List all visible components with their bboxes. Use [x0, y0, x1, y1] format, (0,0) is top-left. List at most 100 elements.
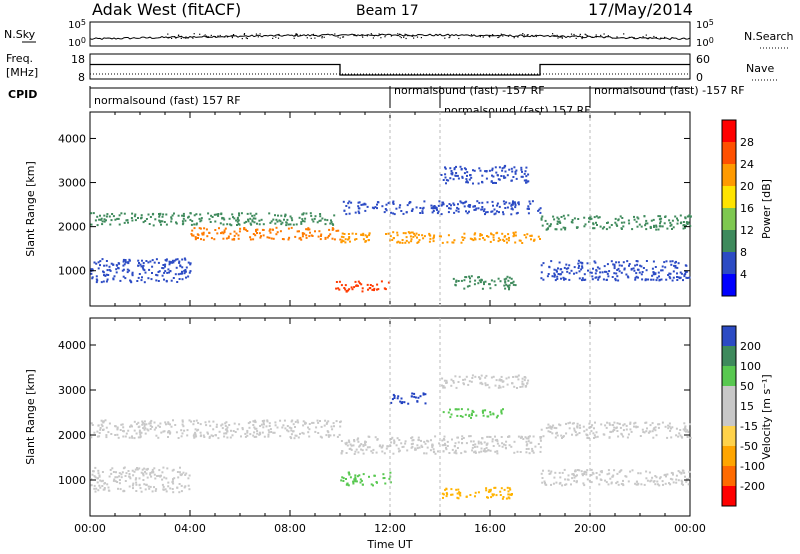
velocity-scatter-cell — [354, 450, 357, 453]
power-scatter-cell — [251, 220, 254, 223]
velocity-scatter-cell — [454, 375, 457, 378]
velocity-scatter-cell — [193, 433, 196, 436]
velocity-scatter-cell — [142, 479, 145, 481]
power-scatter-cell — [432, 237, 435, 240]
power-scatter-cell — [90, 223, 93, 226]
noise-search-point — [272, 37, 274, 39]
velocity-scatter-cell — [471, 414, 473, 417]
velocity-scatter-cell — [465, 442, 468, 445]
velocity-scatter-cell — [457, 488, 460, 491]
velocity-scatter-cell — [348, 441, 351, 444]
velocity-scatter-cell — [635, 480, 638, 483]
velocity-scatter-cell — [260, 423, 263, 426]
velocity-colorbar-swatch — [722, 326, 736, 346]
velocity-scatter-cell — [444, 442, 446, 445]
velocity-scatter-cell — [118, 475, 121, 478]
velocity-scatter-cell — [454, 451, 457, 454]
power-scatter-cell — [360, 283, 363, 286]
power-scatter-cell — [392, 231, 395, 234]
freq-series — [90, 63, 690, 76]
velocity-scatter-cell — [263, 435, 266, 438]
velocity-scatter-cell — [226, 430, 229, 433]
velocity-scatter-cell — [132, 487, 134, 490]
velocity-scatter-cell — [459, 415, 462, 417]
velocity-scatter-cell — [368, 446, 371, 449]
velocity-scatter-cell — [375, 451, 378, 454]
power-scatter-cell — [183, 272, 186, 275]
power-scatter-cell — [210, 214, 213, 217]
velocity-scatter-cell — [143, 467, 146, 470]
velocity-scatter-cell — [480, 442, 483, 445]
power-scatter-cell — [484, 213, 486, 216]
power-scatter-cell — [548, 225, 551, 228]
velocity-scatter-cell — [358, 445, 361, 448]
power-scatter-cell — [679, 271, 682, 274]
power-scatter-cell — [392, 203, 395, 205]
power-scatter-cell — [445, 182, 447, 185]
velocity-scatter-cell — [103, 488, 106, 491]
velocity-ytick-label: 3000 — [58, 384, 86, 397]
velocity-scatter-cell — [616, 422, 619, 425]
power-scatter-cell — [187, 215, 190, 218]
velocity-scatter-cell — [347, 471, 350, 474]
power-scatter-cell — [580, 268, 583, 271]
velocity-scatter-cell — [477, 442, 480, 445]
velocity-scatter-cell — [477, 440, 480, 443]
velocity-scatter-cell — [256, 430, 259, 432]
noise-search-point — [492, 34, 494, 36]
power-scatter-cell — [501, 167, 504, 170]
velocity-scatter-cell — [684, 475, 686, 478]
velocity-scatter-cell — [102, 428, 105, 431]
velocity-scatter-cell — [141, 423, 144, 426]
velocity-scatter-cell — [93, 484, 96, 487]
velocity-scatter-cell — [441, 439, 444, 442]
velocity-scatter-cell — [465, 375, 468, 378]
noise-search-point — [664, 36, 666, 38]
power-scatter-cell — [450, 172, 453, 175]
power-scatter-cell — [407, 241, 410, 244]
power-scatter-cell — [592, 267, 594, 270]
velocity-scatter-cell — [678, 471, 681, 474]
power-scatter-cell — [452, 202, 455, 205]
power-scatter-cell — [369, 287, 372, 289]
power-scatter-cell — [468, 284, 471, 287]
power-scatter-cell — [450, 204, 452, 207]
power-scatter-cell — [101, 220, 104, 223]
velocity-scatter-cell — [654, 475, 657, 477]
velocity-scatter-cell — [670, 471, 673, 474]
power-scatter-cell — [328, 228, 331, 231]
velocity-scatter-cell — [360, 443, 363, 446]
power-scatter-cell — [669, 221, 672, 224]
velocity-scatter-cell — [97, 469, 100, 472]
velocity-scatter-cell — [525, 448, 528, 450]
power-scatter-cell — [674, 215, 677, 218]
velocity-scatter-cell — [426, 439, 429, 442]
power-scatter-cell — [514, 234, 517, 237]
power-scatter-cell — [468, 275, 471, 278]
power-scatter-cell — [184, 270, 187, 273]
velocity-scatter-cell — [441, 492, 444, 495]
velocity-scatter-cell — [496, 438, 499, 441]
power-scatter-cell — [660, 217, 663, 220]
power-scatter-cell — [380, 280, 383, 283]
power-scatter-cell — [596, 224, 598, 226]
velocity-scatter-cell — [253, 436, 256, 438]
velocity-scatter-cell — [513, 451, 516, 454]
power-scatter-cell — [539, 211, 542, 214]
power-scatter-cell — [181, 270, 183, 273]
power-scatter-cell — [100, 281, 103, 284]
velocity-scatter-cell — [314, 430, 317, 433]
power-scatter-cell — [99, 260, 102, 263]
velocity-scatter-cell — [246, 434, 249, 437]
power-scatter-cell — [503, 235, 506, 238]
velocity-scatter-cell — [442, 496, 444, 499]
beam-title: Beam 17 — [356, 3, 419, 19]
power-scatter-cell — [512, 200, 514, 203]
power-scatter-cell — [492, 204, 494, 207]
noise-search-point — [436, 34, 438, 36]
power-scatter-cell — [481, 287, 484, 290]
power-scatter-cell — [463, 236, 466, 239]
power-scatter-cell — [97, 261, 100, 264]
power-scatter-cell — [478, 276, 480, 279]
power-scatter-cell — [318, 230, 321, 233]
